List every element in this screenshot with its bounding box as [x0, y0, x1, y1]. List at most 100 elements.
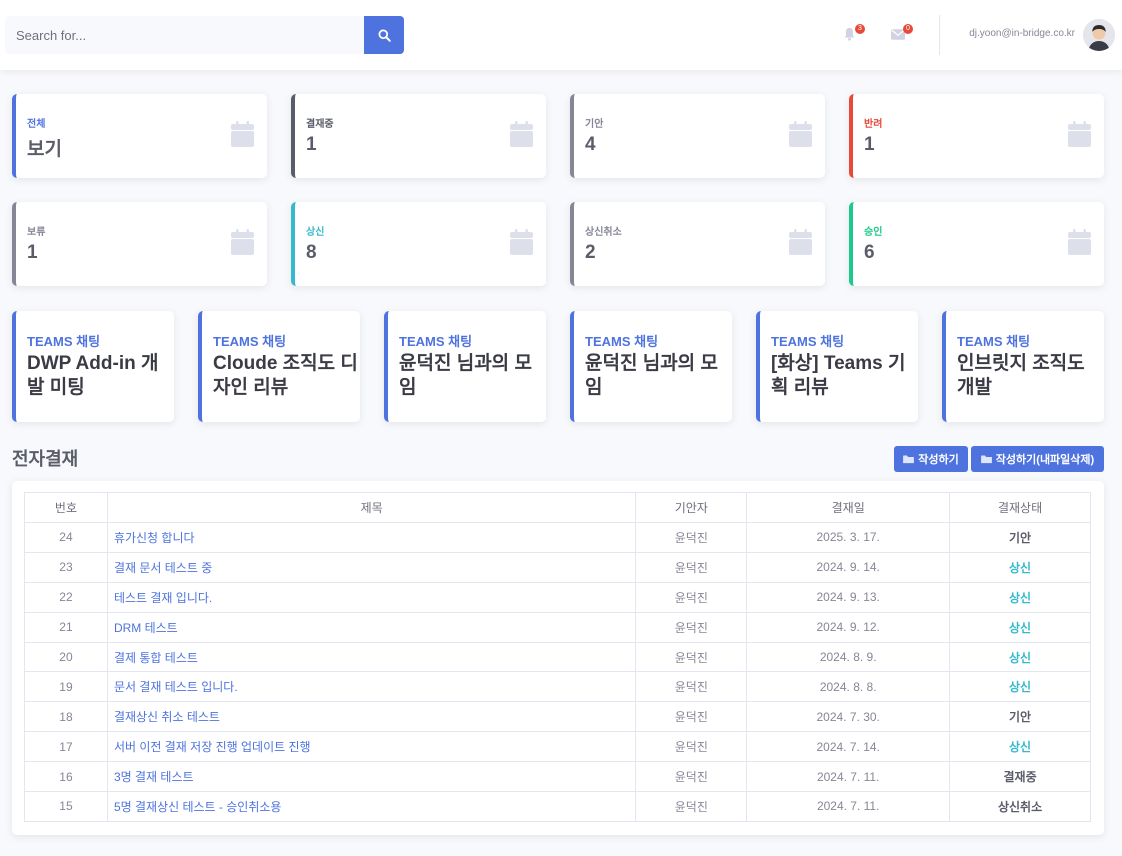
teams-chat-card[interactable]: TEAMS 채팅 윤덕진 님과의 모임: [384, 311, 546, 422]
write-button[interactable]: 작성하기: [894, 446, 968, 472]
cell-date: 2024. 7. 14.: [746, 731, 951, 763]
table-row[interactable]: 24 휴가신청 합니다 윤덕진 2025. 3. 17. 기안: [24, 522, 1091, 553]
user-email[interactable]: dj.yoon@in-bridge.co.kr: [969, 28, 1075, 39]
stat-card[interactable]: 보류 1: [12, 202, 267, 286]
search-input[interactable]: [5, 16, 364, 54]
cell-drafter: 윤덕진: [635, 731, 748, 763]
teams-chat-title: 인브릿지 조직도 개발: [957, 353, 1085, 398]
teams-chat-card[interactable]: TEAMS 채팅 DWP Add-in 개발 미팅: [12, 311, 174, 422]
avatar[interactable]: [1083, 19, 1115, 51]
calendar-icon: [1068, 121, 1091, 147]
cell-title: 3명 결재 테스트: [106, 761, 637, 793]
stat-card[interactable]: 기안 4: [570, 94, 825, 178]
stat-card-value: 1: [306, 134, 317, 155]
cell-status: 상신: [949, 731, 1091, 763]
stat-card-label: 전체: [27, 119, 46, 130]
cell-date: 2024. 8. 9.: [746, 641, 951, 673]
document-title-link[interactable]: 서버 이전 결재 저장 진행 업데이트 진행: [113, 740, 311, 755]
document-title-link[interactable]: 5명 결재상신 테스트 - 승인취소용: [113, 799, 282, 814]
document-title-link[interactable]: 3명 결재 테스트: [113, 770, 194, 785]
cell-no: 23: [24, 551, 108, 583]
teams-chat-label: TEAMS 채팅: [585, 334, 659, 349]
cell-date: 2024. 8. 8.: [746, 671, 951, 703]
teams-chat-label: TEAMS 채팅: [957, 334, 1031, 349]
document-title-link[interactable]: 결제 통합 테스트: [113, 650, 198, 665]
document-title-link[interactable]: 휴가신청 합니다: [113, 530, 195, 545]
document-title-link[interactable]: 결재상신 취소 테스트: [113, 710, 220, 725]
teams-chat-card[interactable]: TEAMS 채팅 윤덕진 님과의 모임: [570, 311, 732, 422]
document-title-link[interactable]: 문서 결재 테스트 입니다.: [113, 680, 238, 695]
cell-date: 2024. 9. 14.: [746, 551, 951, 583]
column-header-status[interactable]: 결재상태: [949, 492, 1091, 523]
calendar-icon: [789, 229, 812, 255]
teams-chat-card[interactable]: TEAMS 채팅 Cloude 조직도 디자인 리뷰: [198, 311, 360, 422]
table-row[interactable]: 20 결제 통합 테스트 윤덕진 2024. 8. 9. 상신: [24, 641, 1091, 673]
table-row[interactable]: 23 결재 문서 테스트 중 윤덕진 2024. 9. 14. 상신: [24, 551, 1091, 583]
approval-table: 번호 제목 기안자 결재일 결재상태 24 휴가신청 합니다 윤덕진 2025. 3.…: [24, 492, 1091, 822]
cell-drafter: 윤덕진: [635, 791, 748, 822]
folder-icon: [903, 454, 915, 463]
stat-card[interactable]: 상신취소 2: [570, 202, 825, 286]
cell-title: 5명 결재상신 테스트 - 승인취소용: [106, 791, 637, 822]
alerts-count-badge: 3: [855, 24, 865, 34]
stat-card[interactable]: 승인 6: [849, 202, 1104, 286]
stat-card[interactable]: 결재중 1: [291, 94, 546, 178]
stat-card-value: 1: [27, 242, 38, 263]
approval-section-title: 전자결재: [12, 449, 79, 469]
table-row[interactable]: 19 문서 결재 테스트 입니다. 윤덕진 2024. 8. 8. 상신: [24, 671, 1091, 703]
table-row[interactable]: 16 3명 결재 테스트 윤덕진 2024. 7. 11. 결재중: [24, 761, 1091, 793]
cell-status: 상신: [949, 551, 1091, 583]
cell-status: 상신취소: [949, 791, 1091, 822]
calendar-icon: [231, 121, 254, 147]
column-header-date[interactable]: 결재일: [746, 492, 951, 523]
teams-chat-card[interactable]: TEAMS 채팅 [화상] Teams 기획 리뷰: [756, 311, 918, 422]
column-header-title[interactable]: 제목: [106, 492, 637, 523]
cell-drafter: 윤덕진: [635, 701, 748, 733]
teams-chat-title: [화상] Teams 기획 리뷰: [771, 353, 906, 398]
cell-status: 기안: [949, 701, 1091, 733]
stat-card[interactable]: 상신 8: [291, 202, 546, 286]
alerts-dropdown[interactable]: 3: [843, 24, 865, 43]
folder-icon: [980, 454, 992, 463]
column-header-drafter[interactable]: 기안자: [635, 492, 748, 523]
table-row[interactable]: 17 서버 이전 결재 저장 진행 업데이트 진행 윤덕진 2024. 7. 14. 상…: [24, 731, 1091, 763]
envelope-icon: [891, 29, 905, 40]
search-button[interactable]: [364, 16, 404, 54]
cell-no: 17: [24, 731, 108, 763]
calendar-icon: [510, 229, 533, 255]
stat-card[interactable]: 전체 보기: [12, 94, 267, 178]
write-delete-button[interactable]: 작성하기(내파일삭제): [971, 446, 1104, 472]
stat-card[interactable]: 반려 1: [849, 94, 1104, 178]
document-title-link[interactable]: 결재 문서 테스트 중: [113, 560, 213, 575]
stat-card-label: 기안: [585, 119, 604, 130]
stat-card-value: 6: [864, 242, 875, 263]
table-row[interactable]: 15 5명 결재상신 테스트 - 승인취소용 윤덕진 2024. 7. 11. 상신취소: [24, 791, 1091, 822]
table-header-row: 번호 제목 기안자 결재일 결재상태: [24, 492, 1091, 523]
cell-status: 기안: [949, 522, 1091, 553]
cell-no: 16: [24, 761, 108, 793]
cell-drafter: 윤덕진: [635, 671, 748, 703]
cell-date: 2024. 7. 11.: [746, 791, 951, 822]
cell-date: 2025. 3. 17.: [746, 522, 951, 553]
teams-chat-label: TEAMS 채팅: [771, 334, 845, 349]
write-delete-button-label: 작성하기(내파일삭제): [995, 454, 1095, 466]
table-row[interactable]: 21 DRM 테스트 윤덕진 2024. 9. 12. 상신: [24, 611, 1091, 643]
stat-card-label: 상신: [306, 227, 325, 238]
user-avatar-icon: [1083, 19, 1115, 51]
cell-title: 결재 문서 테스트 중: [106, 551, 637, 583]
cell-drafter: 윤덕진: [635, 522, 748, 553]
column-header-no[interactable]: 번호: [24, 492, 108, 523]
cell-date: 2024. 9. 12.: [746, 611, 951, 643]
cell-drafter: 윤덕진: [635, 761, 748, 793]
table-row[interactable]: 22 테스트 결재 입니다. 윤덕진 2024. 9. 13. 상신: [24, 581, 1091, 613]
calendar-icon: [510, 121, 533, 147]
teams-chat-title: DWP Add-in 개발 미팅: [27, 353, 159, 398]
document-title-link[interactable]: DRM 테스트: [113, 620, 178, 635]
cell-date: 2024. 9. 13.: [746, 581, 951, 613]
table-row[interactable]: 18 결재상신 취소 테스트 윤덕진 2024. 7. 30. 기안: [24, 701, 1091, 733]
messages-dropdown[interactable]: 0: [891, 24, 913, 43]
document-title-link[interactable]: 테스트 결재 입니다.: [113, 590, 213, 605]
cell-status: 상신: [949, 611, 1091, 643]
cell-status: 결재중: [949, 761, 1091, 793]
